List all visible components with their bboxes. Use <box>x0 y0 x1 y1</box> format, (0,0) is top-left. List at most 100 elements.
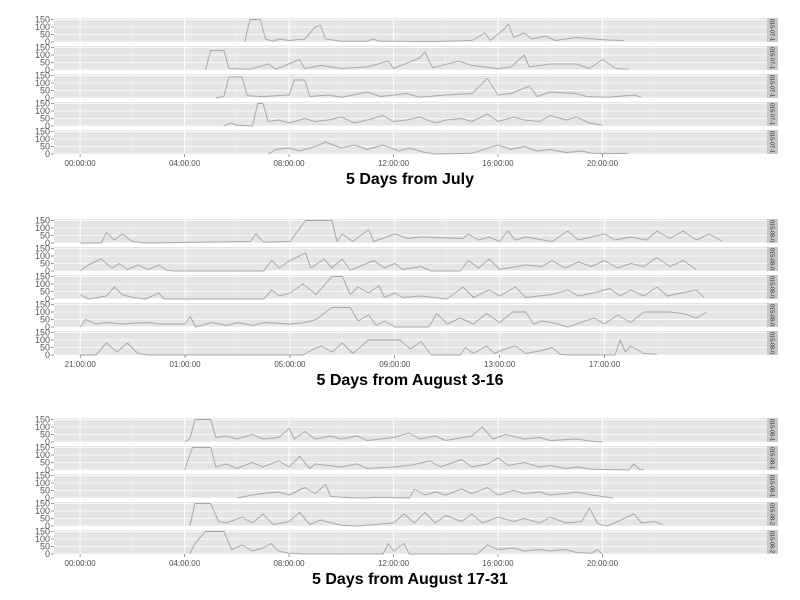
x-tick-label: 05:00:00 <box>274 360 306 369</box>
y-tick-label: 0 <box>45 549 50 559</box>
panel-background <box>54 530 767 554</box>
y-tick-label: 150 <box>35 244 50 254</box>
series-line <box>184 447 645 471</box>
y-tick-label: 100 <box>35 279 50 289</box>
x-tick-label: 12:00:00 <box>378 559 410 568</box>
y-tick-label: 0 <box>45 493 50 503</box>
y-tick-label: 150 <box>35 300 50 310</box>
series-line <box>189 503 663 527</box>
y-tick-label: 100 <box>35 422 50 432</box>
y-tick-label: 0 <box>45 37 50 47</box>
x-tick-label: 04:00:00 <box>169 559 201 568</box>
y-tick-label: 50 <box>40 142 50 152</box>
y-tick-label: 50 <box>40 430 50 440</box>
series-line <box>79 276 705 300</box>
y-tick-label: 150 <box>35 15 50 25</box>
panel-background <box>54 446 767 470</box>
x-tick-label: 08:00:00 <box>273 159 305 168</box>
y-tick-label: 0 <box>45 266 50 276</box>
x-tick-label: 08:00:00 <box>273 559 305 568</box>
x-tick-label: 20:00:00 <box>587 159 619 168</box>
facet-strip <box>767 303 778 327</box>
y-tick-label: 100 <box>35 22 50 32</box>
panel-background <box>54 303 767 327</box>
series-line <box>79 252 697 272</box>
y-tick-label: 0 <box>45 350 50 360</box>
panel-background <box>54 418 767 442</box>
y-tick-label: 0 <box>45 465 50 475</box>
facet-strip-label: 015-08-0 <box>769 304 775 326</box>
facet-strip <box>767 275 778 299</box>
y-tick-label: 50 <box>40 30 50 40</box>
facet-strip-label: 015-07-1 <box>769 19 775 41</box>
y-tick-label: 100 <box>35 134 50 144</box>
facet-strip <box>767 331 778 355</box>
y-tick-label: 50 <box>40 343 50 353</box>
series-line <box>184 419 603 443</box>
facet-strip-label: 015-07-1 <box>769 75 775 97</box>
y-tick-label: 0 <box>45 149 50 159</box>
y-tick-label: 100 <box>35 106 50 116</box>
y-tick-label: 150 <box>35 527 50 537</box>
series-line <box>80 220 723 244</box>
y-tick-label: 100 <box>35 534 50 544</box>
y-tick-label: 150 <box>35 127 50 137</box>
facet-strip <box>767 247 778 271</box>
x-tick-label: 12:00:00 <box>378 159 410 168</box>
y-tick-label: 150 <box>35 443 50 453</box>
facet-strip <box>767 530 778 554</box>
facet-strip-label: 015-08-2 <box>769 503 775 525</box>
y-tick-label: 0 <box>45 322 50 332</box>
panel-background <box>54 130 767 154</box>
series-line <box>236 484 613 499</box>
series-line <box>205 50 629 71</box>
y-tick-label: 50 <box>40 315 50 325</box>
facet-strip-label: 015-08-2 <box>769 531 775 553</box>
panel-background <box>54 331 767 355</box>
y-tick-label: 0 <box>45 93 50 103</box>
chart-title: 5 Days from August 17-31 <box>312 571 508 588</box>
y-tick-label: 0 <box>45 437 50 447</box>
y-tick-label: 100 <box>35 478 50 488</box>
y-tick-label: 100 <box>35 307 50 317</box>
facet-strip <box>767 130 778 154</box>
series-line <box>79 307 707 328</box>
y-tick-label: 50 <box>40 514 50 524</box>
y-tick-label: 150 <box>35 471 50 481</box>
facet-strip-label: 015-08-1 <box>769 419 775 441</box>
y-tick-label: 0 <box>45 294 50 304</box>
x-tick-label: 17:00:00 <box>589 360 621 369</box>
panel-background <box>54 74 767 98</box>
chart-title: 5 Days from August 3-16 <box>316 372 503 389</box>
facet-strip-label: 015-07-1 <box>769 103 775 125</box>
y-tick-label: 150 <box>35 415 50 425</box>
y-tick-label: 50 <box>40 231 50 241</box>
y-tick-label: 0 <box>45 238 50 248</box>
x-tick-label: 04:00:00 <box>169 159 201 168</box>
y-tick-label: 100 <box>35 78 50 88</box>
y-tick-label: 150 <box>35 328 50 338</box>
y-tick-label: 0 <box>45 521 50 531</box>
facet-strip-label: 015-08-1 <box>769 475 775 497</box>
y-tick-label: 150 <box>35 499 50 509</box>
y-tick-label: 50 <box>40 259 50 269</box>
y-tick-label: 50 <box>40 86 50 96</box>
panel-background <box>54 18 767 42</box>
facet-strip <box>767 474 778 498</box>
y-tick-label: 0 <box>45 121 50 131</box>
y-tick-label: 50 <box>40 58 50 68</box>
facet-strip <box>767 18 778 42</box>
y-tick-label: 150 <box>35 43 50 53</box>
x-tick-label: 16:00:00 <box>482 159 514 168</box>
series-line <box>244 19 624 43</box>
